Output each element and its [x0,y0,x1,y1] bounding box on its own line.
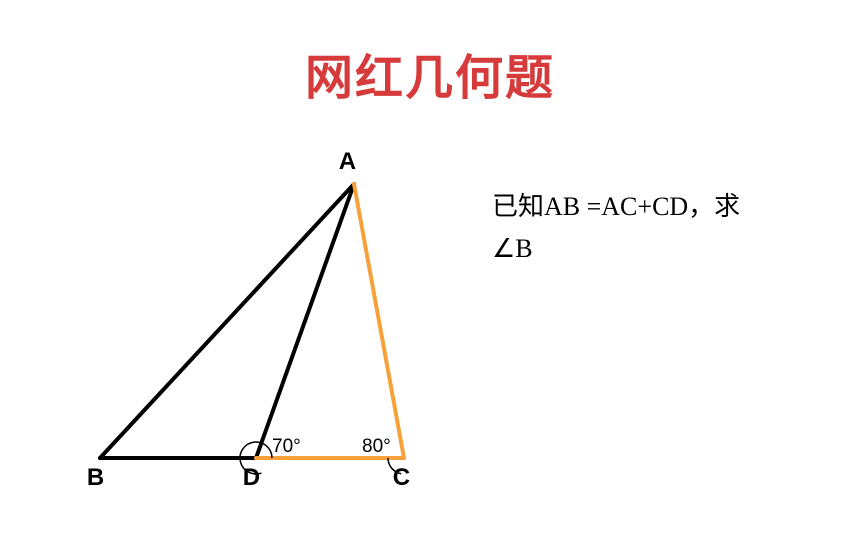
problem-line-2: ∠B [492,228,740,270]
problem-line-1: 已知AB =AC+CD，求 [492,186,740,228]
vertex-label-C: C [393,464,410,492]
vertex-label-B: B [87,464,104,492]
vertex-label-D: D [243,464,260,492]
angle-label-1: 80° [362,436,391,458]
page-title: 网红几何题 [0,38,860,108]
problem-statement: 已知AB =AC+CD，求 ∠B [492,186,740,269]
angle-label-0: 70° [272,436,301,458]
geometry-diagram: ABDC70°80° [96,156,456,496]
vertex-label-A: A [339,148,356,176]
